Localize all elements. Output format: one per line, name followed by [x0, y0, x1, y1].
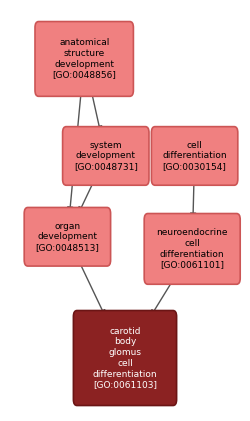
FancyBboxPatch shape — [152, 127, 238, 185]
Text: carotid
body
glomus
cell
differentiation
[GO:0061103]: carotid body glomus cell differentiation… — [93, 327, 157, 389]
Text: system
development
[GO:0048731]: system development [GO:0048731] — [74, 141, 138, 171]
Text: cell
differentiation
[GO:0030154]: cell differentiation [GO:0030154] — [162, 141, 227, 171]
FancyBboxPatch shape — [35, 21, 134, 96]
FancyBboxPatch shape — [24, 208, 110, 266]
Text: organ
development
[GO:0048513]: organ development [GO:0048513] — [36, 221, 99, 252]
Text: neuroendocrine
cell
differentiation
[GO:0061101]: neuroendocrine cell differentiation [GO:… — [156, 228, 228, 269]
Text: anatomical
structure
development
[GO:0048856]: anatomical structure development [GO:004… — [52, 38, 116, 80]
FancyBboxPatch shape — [62, 127, 149, 185]
FancyBboxPatch shape — [144, 213, 240, 284]
FancyBboxPatch shape — [74, 311, 176, 405]
